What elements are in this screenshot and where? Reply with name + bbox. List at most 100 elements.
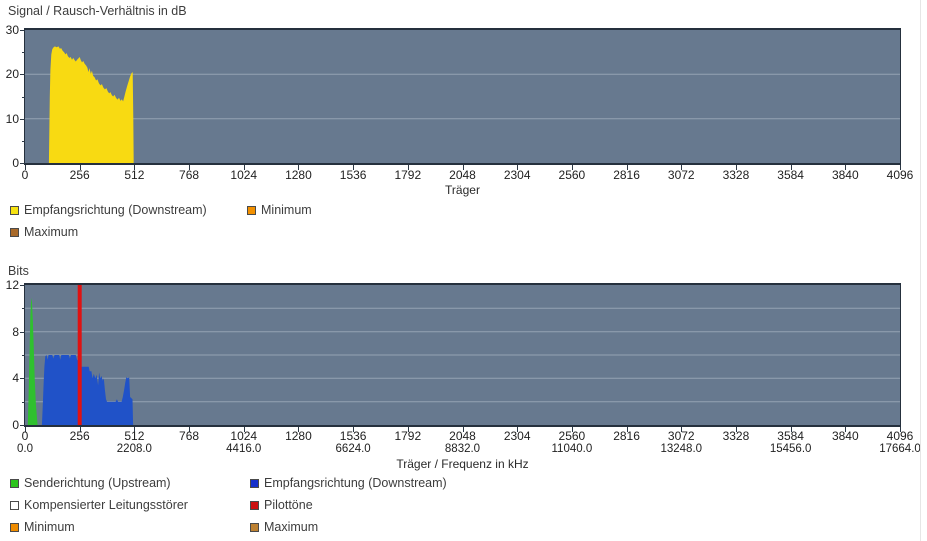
x-tick-sub-label: 11040.0 — [551, 443, 593, 455]
x-tick-sub-label: 17664.0 — [879, 443, 921, 455]
x-tick-mark — [134, 427, 136, 432]
x-tick-label: 1792 — [394, 429, 422, 443]
x-tick-label: 512 — [124, 429, 145, 443]
snr-x-axis-title: Träger — [445, 183, 480, 197]
x-tick-label: 256 — [69, 168, 90, 182]
x-tick-mark — [25, 427, 26, 432]
y-tick-label: 0 — [12, 156, 19, 170]
legend-item-pilott-ne: Pilottöne — [250, 494, 447, 516]
legend-item-minimum: Minimum — [247, 199, 312, 221]
x-tick-mark — [681, 165, 683, 170]
x-tick-label: 1024 — [230, 429, 258, 443]
snr-chart-title: Signal / Rausch-Verhältnis in dB — [8, 4, 187, 18]
x-tick-sub-label: 15456.0 — [769, 443, 812, 455]
legend-swatch — [10, 522, 19, 532]
x-tick-mark — [845, 165, 847, 170]
legend-swatch — [247, 205, 256, 215]
legend-swatch — [250, 478, 259, 488]
x-tick-mark — [626, 427, 628, 432]
legend-label: Empfangsrichtung (Downstream) — [264, 476, 447, 490]
x-tick-label: 2560 — [558, 168, 586, 182]
x-tick-mark — [462, 165, 464, 170]
x-tick-mark — [79, 165, 81, 170]
legend-item-empfangsrichtung-downstream: Empfangsrichtung (Downstream) — [250, 472, 447, 494]
x-tick-label: 2304 — [503, 429, 531, 443]
x-tick-mark — [735, 427, 737, 432]
x-tick-label: 3840 — [831, 168, 859, 182]
x-tick-sub-label: 2208.0 — [116, 443, 152, 455]
y-tick-label: 30 — [5, 23, 19, 37]
x-tick-mark — [681, 427, 683, 432]
legend-label: Minimum — [24, 520, 75, 534]
legend-label: Kompensierter Leitungsstörer — [24, 498, 188, 512]
legend-item-maximum: Maximum — [10, 221, 247, 243]
x-tick-mark — [243, 427, 245, 432]
snr-legend: Empfangsrichtung (Downstream) Minimum Maxi… — [10, 199, 312, 243]
x-tick-label: 2048 — [449, 429, 476, 443]
bits-x-axis-ticks — [25, 427, 901, 432]
x-tick-label: 0 — [21, 168, 29, 182]
legend-label: Minimum — [261, 203, 312, 217]
snr-x-axis-ticks — [25, 165, 901, 170]
x-tick-mark — [407, 427, 409, 432]
y-minor-tick-mark — [22, 355, 25, 356]
x-tick-label: 1024 — [230, 168, 258, 182]
legend-swatch — [10, 227, 19, 237]
x-tick-label: 3584 — [777, 429, 804, 443]
x-tick-label: 2560 — [558, 429, 586, 443]
x-tick-mark — [517, 427, 519, 432]
x-tick-sub-label: 13248.0 — [660, 443, 703, 455]
y-tick-label: 12 — [5, 278, 19, 292]
x-tick-sub-label: 4416.0 — [226, 443, 262, 455]
snr-chart-canvas — [25, 30, 900, 163]
x-tick-label: 4096 — [886, 168, 914, 182]
legend-label: Maximum — [24, 225, 79, 239]
x-tick-mark — [189, 165, 191, 170]
legend-item-kompensierter-leitungsst-rer: Kompensierter Leitungsstörer — [10, 494, 250, 516]
y-tick-mark — [20, 74, 25, 76]
y-tick-mark — [20, 30, 25, 31]
x-tick-label: 2048 — [449, 168, 476, 182]
legend-swatch — [250, 522, 259, 532]
x-tick-sub-label: 6624.0 — [335, 443, 371, 455]
y-minor-tick-mark — [22, 140, 25, 142]
x-tick-mark — [790, 165, 792, 170]
x-tick-sub-label: 8832.0 — [444, 443, 481, 455]
x-tick-mark — [900, 427, 901, 432]
x-tick-label: 3072 — [667, 168, 695, 182]
x-tick-label: 768 — [179, 168, 200, 182]
bits-legend: Senderichtung (Upstream) Empfangsrichtung… — [10, 472, 447, 538]
x-tick-mark — [626, 165, 628, 170]
x-tick-mark — [189, 427, 191, 432]
y-tick-label: 10 — [5, 111, 19, 126]
y-tick-label: 4 — [12, 371, 19, 386]
y-tick-label: 8 — [12, 324, 19, 339]
legend-swatch — [10, 205, 19, 215]
x-tick-mark — [462, 427, 464, 432]
x-tick-mark — [298, 165, 300, 170]
x-tick-label: 1536 — [339, 429, 367, 443]
y-minor-tick-mark — [22, 96, 25, 98]
x-tick-label: 3328 — [722, 168, 750, 182]
legend-label: Empfangsrichtung (Downstream) — [24, 203, 207, 217]
y-tick-mark — [20, 331, 25, 333]
snr-y-axis-ticks — [20, 30, 25, 164]
x-tick-label: 3328 — [722, 429, 750, 443]
x-tick-label: 2304 — [503, 168, 531, 182]
bits-plot-area — [24, 283, 901, 427]
x-tick-mark — [353, 427, 355, 432]
x-tick-label: 3072 — [667, 429, 695, 443]
legend-label: Maximum — [264, 520, 319, 534]
bits-chart-canvas — [25, 285, 900, 425]
x-tick-mark — [79, 427, 81, 432]
x-tick-label: 512 — [124, 168, 145, 182]
y-tick-label: 20 — [5, 67, 19, 82]
snr-plot-area — [24, 28, 901, 165]
snr-x-axis-labels: 0 256 512 768 1024 1280 1536 1792 2048 2304 2560 28… — [21, 168, 914, 182]
x-tick-label: 256 — [69, 429, 90, 443]
y-tick-mark — [20, 163, 25, 164]
bits-y-axis-labels: 0 4 8 12 — [0, 278, 20, 432]
legend-swatch — [10, 500, 19, 510]
y-minor-tick-mark — [22, 52, 25, 54]
